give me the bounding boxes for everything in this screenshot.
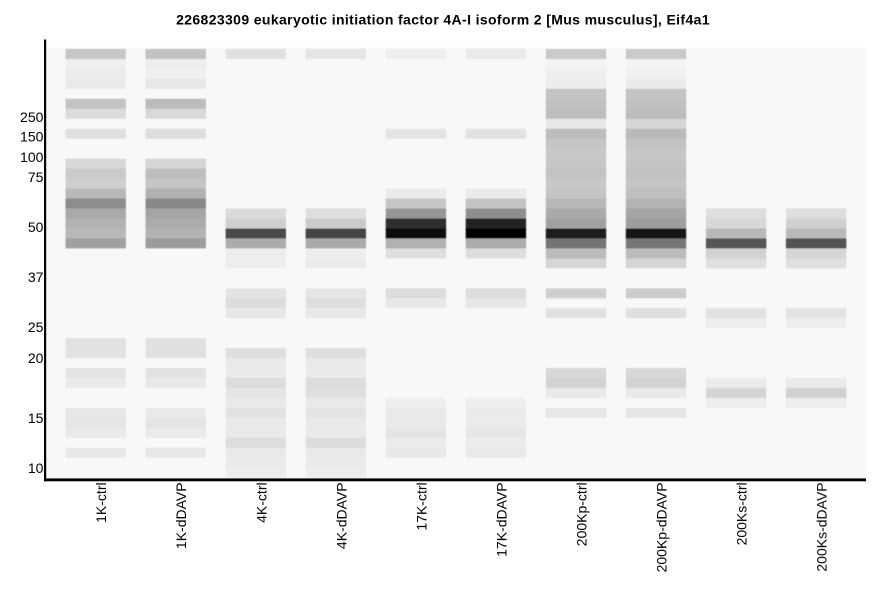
svg-text:4K-ctrl: 4K-ctrl [253,482,269,522]
svg-text:1K-ctrl: 1K-ctrl [93,482,109,522]
svg-text:25: 25 [28,319,44,335]
svg-text:100: 100 [20,149,44,165]
svg-text:17K-dDAVP: 17K-dDAVP [493,482,509,556]
svg-text:1K-dDAVP: 1K-dDAVP [173,482,189,549]
svg-text:10: 10 [28,460,44,476]
svg-text:75: 75 [28,169,44,185]
svg-text:200Kp-dDAVP: 200Kp-dDAVP [654,482,670,572]
svg-text:200Ks-ctrl: 200Ks-ctrl [734,482,750,545]
svg-text:20: 20 [28,350,44,366]
svg-text:15: 15 [28,410,44,426]
svg-text:250: 250 [20,109,44,125]
svg-text:150: 150 [20,129,44,145]
svg-text:4K-dDAVP: 4K-dDAVP [333,482,349,549]
svg-text:200Ks-dDAVP: 200Ks-dDAVP [814,482,830,571]
svg-text:37: 37 [28,269,44,285]
svg-text:226823309 eukaryotic initiatio: 226823309 eukaryotic initiation factor 4… [176,11,710,27]
svg-text:200Kp-ctrl: 200Kp-ctrl [574,482,590,546]
svg-text:50: 50 [28,219,44,235]
svg-text:17K-ctrl: 17K-ctrl [413,482,429,530]
